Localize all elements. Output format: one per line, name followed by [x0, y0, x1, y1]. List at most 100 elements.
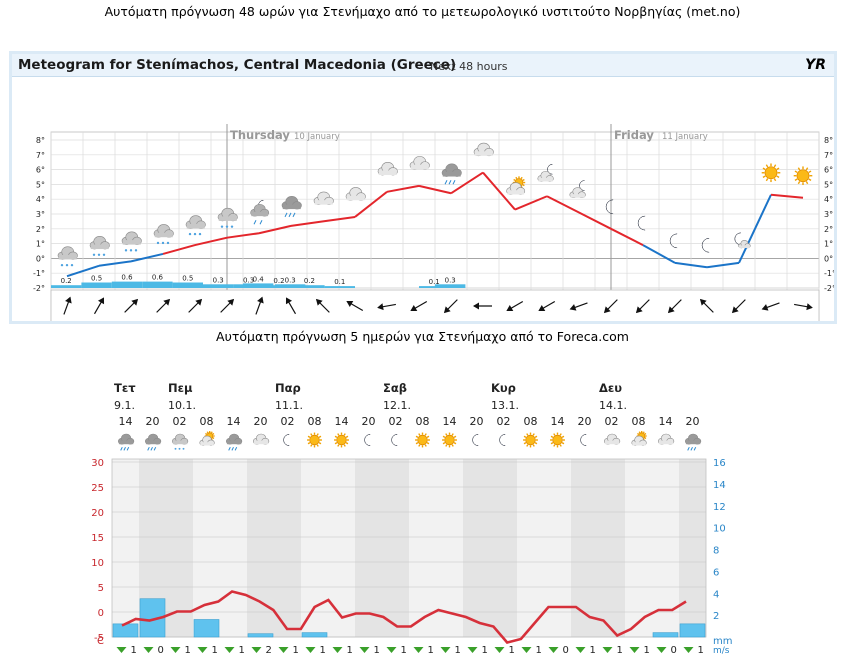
- snow-flake: [193, 232, 197, 236]
- rain-drop: [448, 180, 452, 185]
- day-name: Σαβ: [383, 381, 407, 395]
- precip-bar: [203, 284, 234, 288]
- cloud-rain-icon: [225, 433, 243, 451]
- precip-label: 0.3: [445, 276, 456, 284]
- wind-arrow-icon: [359, 647, 370, 653]
- wind-band: [50, 289, 820, 321]
- snow-flake: [97, 253, 101, 256]
- y-tick-left: 6°: [36, 166, 45, 175]
- precip-bar: [81, 282, 112, 288]
- cloud-icon: [409, 156, 430, 170]
- wind-arrow-icon: [548, 647, 559, 653]
- temperature-line-cold: [66, 194, 772, 278]
- wind-value: 1: [617, 645, 623, 656]
- precip-label: 0.4: [253, 275, 265, 283]
- sun-icon: [523, 432, 538, 448]
- hour-label: 08: [524, 415, 538, 428]
- wind-value: 1: [482, 645, 488, 656]
- rain-drop: [288, 212, 292, 218]
- wind-value: 1: [509, 645, 515, 656]
- precip-tick: 4: [713, 589, 719, 600]
- sun-icon: [415, 432, 430, 448]
- sun-ray: [206, 431, 209, 434]
- cloud-part: [172, 440, 188, 445]
- moon-cloud-icon: [734, 232, 751, 249]
- rain-drop: [147, 446, 150, 451]
- wind-arrow-icon: [278, 647, 289, 653]
- column-bg: [355, 459, 382, 637]
- rain-drop: [693, 446, 697, 451]
- sun-ray: [776, 175, 780, 179]
- snow-flake: [166, 241, 170, 245]
- snow-flake: [124, 249, 128, 252]
- wind-value: 1: [239, 645, 245, 656]
- column-bg: [220, 459, 247, 637]
- cloud-part: [474, 151, 493, 156]
- hour-label: 14: [443, 415, 457, 428]
- precip-label: 0.3: [213, 276, 224, 284]
- sun-ray: [532, 433, 535, 436]
- sun-disc: [764, 166, 778, 180]
- column-bg: [598, 459, 625, 637]
- wind-arrow-head: [346, 300, 354, 308]
- cloud-part: [538, 177, 553, 182]
- cloud-icon: [604, 433, 621, 445]
- hour-label: 20: [470, 415, 484, 428]
- wind-arrow-head: [806, 303, 813, 311]
- cloud-part: [346, 195, 365, 201]
- wind-arrow-head: [443, 306, 451, 314]
- sun-ray: [212, 432, 215, 435]
- cloud-rain-icon: [144, 433, 162, 451]
- wind-arrow-icon: [569, 302, 588, 311]
- sun-ray: [523, 435, 527, 438]
- wind-arrow-head: [227, 298, 235, 306]
- precip-bar: [679, 623, 706, 638]
- cloud-part: [507, 190, 525, 195]
- wind-value: 1: [401, 645, 407, 656]
- precip-tick: mm: [713, 636, 732, 647]
- sun-ray: [442, 435, 446, 438]
- sun-icon: [442, 432, 457, 448]
- wind-arrow-icon: [602, 647, 613, 653]
- cloud-rain-icon: [441, 163, 462, 185]
- wind-arrow-head: [131, 298, 139, 306]
- precip-label: 0.5: [182, 275, 193, 283]
- sun-disc: [796, 169, 810, 183]
- wind-value: 1: [455, 645, 461, 656]
- top-caption: Αυτόματη πρόγνωση 48 ωρών για Στενήμαχο …: [104, 4, 741, 19]
- cloud-part: [251, 211, 269, 217]
- wind-arrow-icon: [305, 647, 316, 653]
- cloud-snow-icon: [57, 246, 78, 267]
- wind-arrow-icon: [506, 300, 524, 312]
- day-name: Πεμ: [168, 381, 193, 395]
- precip-bar: [111, 281, 143, 288]
- cloud-icon: [252, 433, 270, 445]
- sun-ray: [418, 433, 421, 436]
- sun-icon: [334, 432, 349, 448]
- sun-disc: [525, 434, 536, 446]
- wind-arrow-head: [97, 297, 105, 305]
- column-bg: [463, 459, 490, 637]
- cloud-sun-icon: [199, 431, 215, 446]
- hour-label: 14: [119, 415, 133, 428]
- precip-label: 0.2: [61, 277, 72, 285]
- sun-ray: [212, 437, 215, 440]
- wind-value: 1: [293, 645, 299, 656]
- wind-arrow-icon: [224, 647, 235, 653]
- wind-arrow-icon: [794, 303, 813, 311]
- cloud-part: [145, 440, 161, 445]
- day-date: 14.1.: [599, 399, 627, 412]
- sun-ray: [794, 170, 798, 174]
- column-bg: [625, 459, 652, 637]
- sun-disc: [417, 434, 428, 446]
- rain-drop: [444, 180, 448, 185]
- wind-value: 1: [644, 645, 650, 656]
- precip-bar: [247, 633, 274, 638]
- sun-ray: [637, 432, 640, 435]
- cloud-sun-icon: [631, 431, 647, 446]
- sun-ray: [453, 442, 457, 445]
- y-tick-right: -1°: [824, 269, 834, 278]
- moon-icon: [669, 233, 678, 249]
- yr-logo[interactable]: YR: [805, 57, 826, 73]
- yr-meteogram-panel: Meteogram for Stenímachos, Central Maced…: [9, 51, 837, 324]
